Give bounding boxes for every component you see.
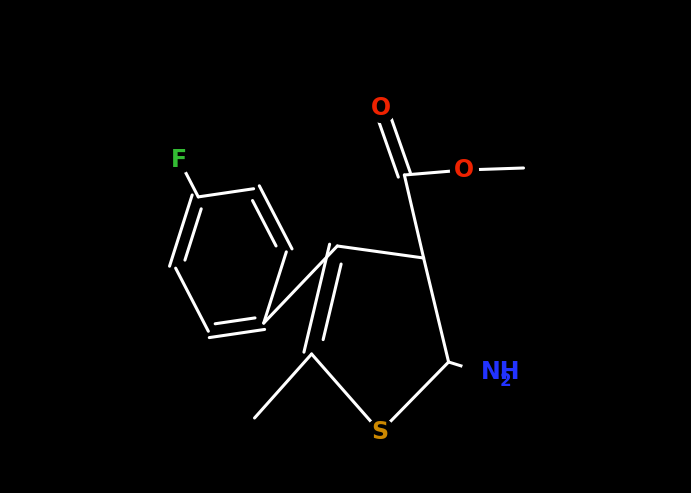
Text: 2: 2 [500, 372, 511, 390]
Text: O: O [454, 158, 474, 182]
Text: F: F [171, 148, 187, 172]
Text: NH: NH [481, 360, 520, 384]
Text: O: O [371, 96, 391, 120]
Text: S: S [372, 420, 388, 444]
